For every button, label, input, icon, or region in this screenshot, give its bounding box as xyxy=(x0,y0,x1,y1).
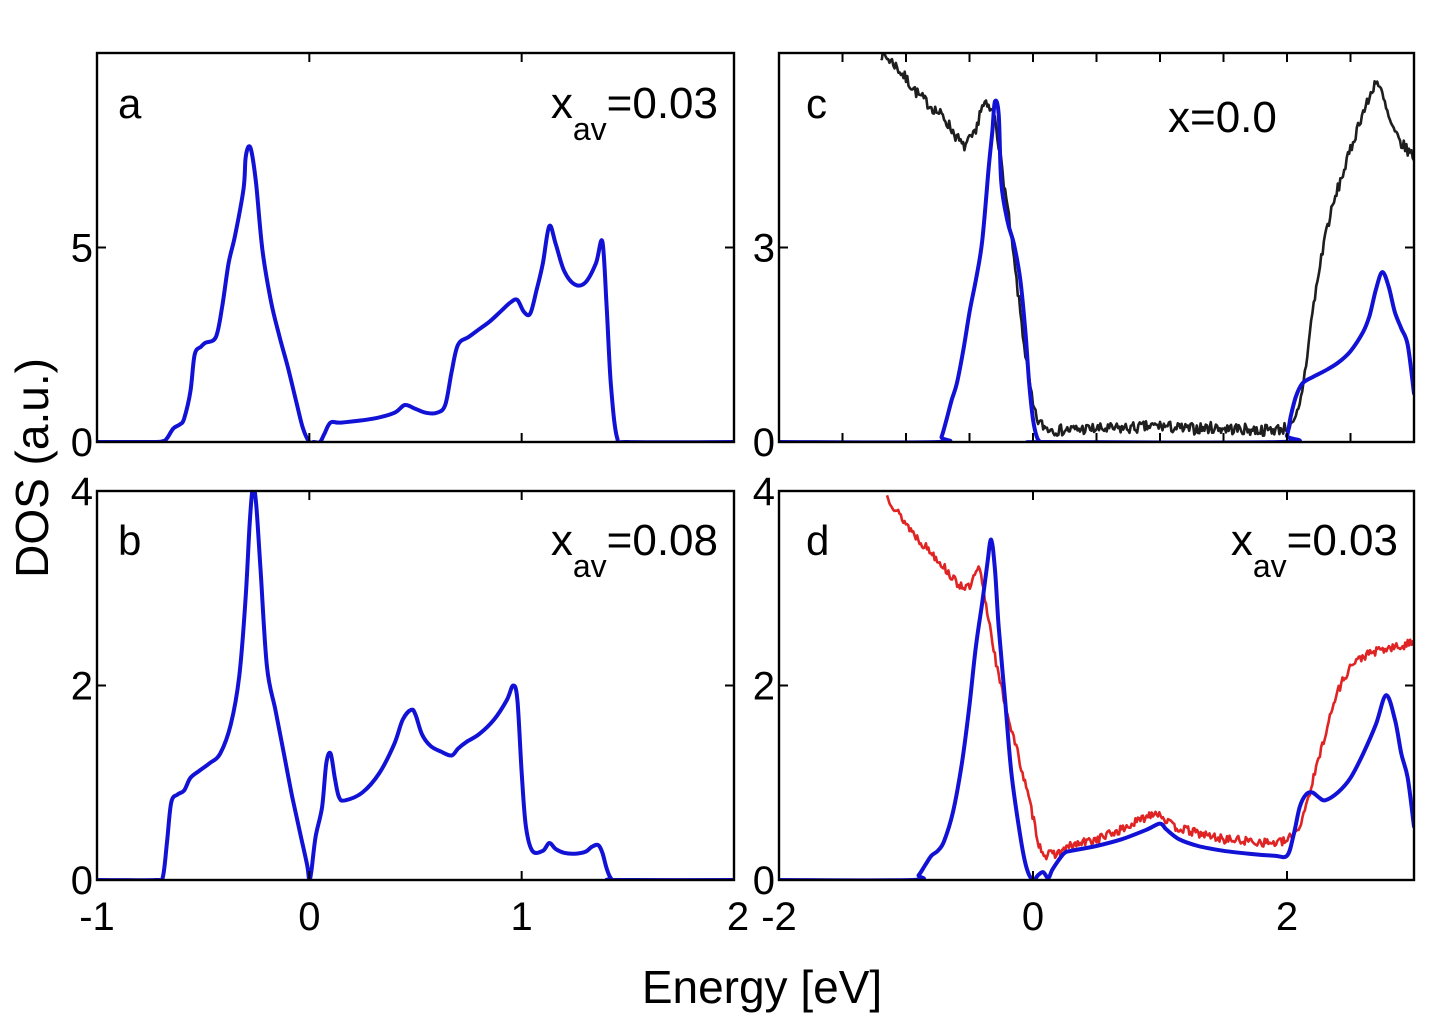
panel-b-label: b xyxy=(118,517,141,564)
panel-d-xtick-label: 2 xyxy=(1276,895,1298,939)
panel-c-ytick-label: 3 xyxy=(753,227,775,271)
panel-c-experiment-curve xyxy=(880,53,1414,437)
panel-a: a xav=0.03 0 5 xyxy=(71,51,736,465)
panel-d-ytick-label: 2 xyxy=(753,665,775,709)
panel-d-ytick-label: 0 xyxy=(753,859,775,903)
panel-b-ytick-label: 4 xyxy=(71,470,93,514)
panel-a-label: a xyxy=(118,80,142,127)
panel-c-theory-curve xyxy=(779,98,1414,442)
panel-c-frame xyxy=(777,51,1416,444)
panel-b-ytick-label: 2 xyxy=(71,665,93,709)
panel-d-experiment-curve xyxy=(885,494,1414,861)
panel-a-ytick-label: 0 xyxy=(71,421,93,465)
panel-d-label: d xyxy=(806,517,829,564)
panel-d-xtick-label: -2 xyxy=(761,895,797,939)
panel-b-xtick-label: 1 xyxy=(511,895,533,939)
panel-b: b xav=0.08 024-1 0 1 2 xyxy=(71,470,749,939)
panel-d-annotation: xav=0.03 xyxy=(1231,516,1398,584)
panel-a-ytick-label: 5 xyxy=(71,227,93,271)
panel-d-ytick-label: 4 xyxy=(753,470,775,514)
panel-d-xtick-label: 0 xyxy=(1022,895,1044,939)
panel-d-theory-curve xyxy=(779,537,1414,880)
panel-a-annotation: xav=0.03 xyxy=(551,79,718,147)
panel-b-ytick-label: 0 xyxy=(71,859,93,903)
y-axis-title: DOS (a.u.) xyxy=(6,358,58,578)
panel-b-xtick-label: 2 xyxy=(727,895,749,939)
panel-b-xtick-label: -1 xyxy=(79,895,115,939)
panel-c-annotation: x=0.0 xyxy=(1168,93,1277,142)
panel-b-xtick-label: 0 xyxy=(298,895,320,939)
x-axis-title: Energy [eV] xyxy=(642,961,882,1013)
panel-a-theory-curve xyxy=(97,144,734,442)
panel-c-label: c xyxy=(806,80,827,127)
panel-c: c x=0.0 0 3 xyxy=(753,51,1416,465)
panel-b-annotation: xav=0.08 xyxy=(551,516,718,584)
panel-b-theory-curve xyxy=(97,491,734,880)
panel-d: d xav=0.03 024-2 0 2 xyxy=(753,470,1416,939)
panel-c-ytick-label: 0 xyxy=(753,421,775,465)
